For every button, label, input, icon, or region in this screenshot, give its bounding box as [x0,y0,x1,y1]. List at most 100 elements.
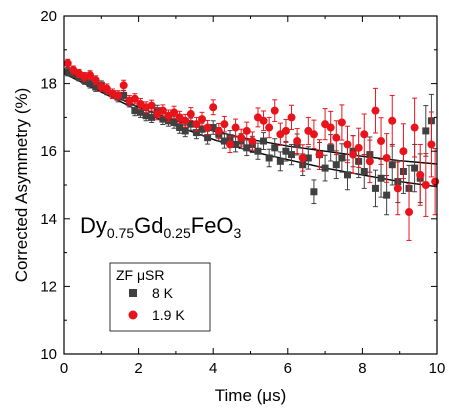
y-tick-label: 14 [40,211,57,228]
point-1-9k [405,208,414,217]
formula-gd: Gd [134,213,163,238]
point-1-9k [293,137,302,146]
point-8k [131,107,139,115]
point-1-9k [259,116,268,125]
point-8k [276,157,284,165]
point-8k [204,134,212,142]
point-1-9k [315,150,324,159]
point-1-9k [427,140,436,149]
point-1-9k [365,157,374,166]
point-8k [265,154,273,162]
point-1-9k [382,153,391,162]
point-8k [383,191,391,199]
point-8k [254,147,262,155]
point-8k [142,112,150,120]
point-8k [232,140,240,148]
point-1-9k [337,118,346,127]
point-8k [243,144,251,152]
formula-dy: Dy [80,213,107,238]
x-tick-label: 2 [134,360,142,377]
y-tick-label: 16 [40,143,57,160]
y-axis-title: Corrected Asymmetry (%) [12,88,31,283]
legend-label-8k: 8 K [152,285,174,301]
point-1-9k [237,133,246,142]
point-8k [220,137,228,145]
point-1-9k [186,110,195,119]
point-1-9k [130,94,139,103]
x-tick-label: 4 [209,360,217,377]
point-8k [343,171,351,179]
point-1-9k [343,140,352,149]
point-8k [209,124,217,132]
point-8k [170,118,178,126]
point-1-9k [393,184,402,193]
point-1-9k [203,123,212,132]
y-tick-label: 10 [40,346,57,363]
point-1-9k [421,181,430,189]
point-8k [181,127,189,135]
legend-title: ZF μSR [116,267,165,283]
x-tick-label: 8 [358,360,366,377]
point-8k [260,137,268,145]
point-1-9k [270,106,279,115]
point-8k [371,184,379,192]
point-1-9k [225,140,234,149]
point-1-9k [63,59,72,68]
point-1-9k [119,81,128,90]
formula-feo: FeO [191,213,234,238]
x-tick-label: 0 [60,360,68,377]
point-8k [120,91,128,99]
point-1-9k [371,106,380,115]
point-8k [332,161,340,169]
point-1-9k [192,120,201,129]
point-8k [187,120,195,128]
point-8k [321,164,329,172]
legend-label-1-9k: 1.9 K [152,307,185,323]
point-8k [198,125,206,133]
point-8k [282,147,290,155]
point-8k [271,144,279,152]
compound-formula: Dy0.75Gd0.25FeO3 [80,213,242,241]
point-1-9k [287,113,296,122]
legend-box [109,262,211,332]
point-8k [360,167,368,175]
x-tick-label: 10 [429,360,446,377]
point-8k [377,174,385,182]
point-8k [148,113,156,121]
point-1-9k [231,123,240,132]
point-8k [159,115,167,123]
y-tick-label: 12 [40,278,57,295]
point-1-9k [158,106,167,115]
point-1-9k [326,123,335,132]
point-1-9k [181,116,190,125]
point-1-9k [147,101,156,110]
y-tick-label: 18 [40,76,57,93]
formula-dy-sub: 0.75 [107,225,134,241]
point-8k [388,161,396,169]
point-1-9k [354,143,363,152]
x-tick-label: 6 [284,360,292,377]
point-8k [327,144,335,152]
point-8k [192,129,200,137]
tick-labels: 0 2 4 6 8 10 10 12 14 16 18 20 [40,8,445,377]
point-1-9k [281,126,290,135]
point-1-9k [349,150,358,159]
point-1-9k [114,91,123,100]
point-1-9k [416,170,425,179]
point-1-9k [399,147,408,156]
point-8k [176,124,184,132]
formula-gd-sub: 0.25 [164,225,191,241]
point-1-9k [214,126,223,135]
point-8k [422,127,430,135]
axis-ticks [63,15,438,355]
point-1-9k [220,120,229,129]
point-8k [136,108,144,116]
point-8k [338,154,346,162]
point-8k [92,83,100,91]
point-1-9k [431,177,440,186]
point-1-9k [265,123,274,132]
point-1-9k [410,123,419,132]
point-1-9k [170,108,179,117]
point-8k [310,188,318,196]
